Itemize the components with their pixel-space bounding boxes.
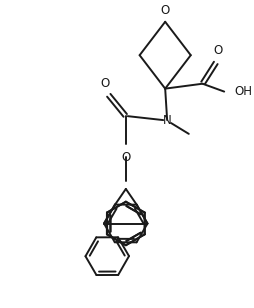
Text: N: N (162, 114, 171, 127)
Text: O: O (100, 77, 109, 90)
Text: O: O (121, 151, 130, 164)
Text: O: O (213, 44, 222, 57)
Text: O: O (160, 4, 169, 17)
Text: OH: OH (233, 85, 251, 98)
